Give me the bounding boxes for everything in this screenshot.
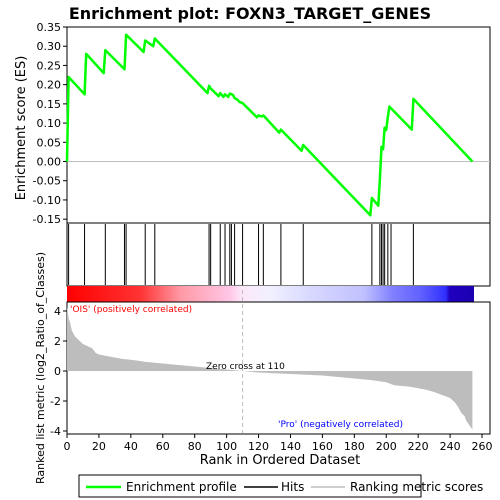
ranked-heat-bar [67, 286, 474, 302]
x-tick-label: 40 [124, 440, 138, 453]
es-panel [66, 26, 491, 224]
x-tick-label: 80 [188, 440, 202, 453]
metric-y-tick-label: -2 [50, 395, 61, 408]
metric-y-tick-label: -4 [50, 425, 61, 438]
metric-y-tick-label: 0 [54, 365, 61, 378]
es-y-tick-label: 0.10 [37, 117, 62, 130]
es-y-tick-label: 0.05 [37, 136, 62, 149]
es-y-tick-label: 0.25 [37, 59, 62, 72]
x-tick-label: 160 [312, 440, 333, 453]
es-y-tick-label: -0.05 [33, 175, 61, 188]
x-axis-label: Rank in Ordered Dataset [200, 453, 361, 468]
metric-y-tick-label: 2 [54, 335, 61, 348]
es-y-tick-label: 0.00 [37, 156, 62, 169]
x-tick-label: 120 [248, 440, 269, 453]
x-tick-label: 60 [156, 440, 170, 453]
x-tick-label: 240 [440, 440, 461, 453]
x-tick-label: 180 [344, 440, 365, 453]
metric-y-tick-label: 4 [54, 305, 61, 318]
metric-x-ticks: 0 20 40 60 80 100 120 140 160 180 200 220 240 260 [64, 434, 493, 453]
es-y-tick-label: 0.35 [37, 21, 62, 34]
legend-enrichment-profile-label: Enrichment profile [126, 480, 237, 494]
x-tick-label: 140 [280, 440, 301, 453]
es-y-tick-label: 0.15 [37, 98, 62, 111]
es-y-tick-label: 0.20 [37, 79, 62, 92]
negative-correlation-label: 'Pro' (negatively correlated) [278, 420, 403, 430]
x-tick-label: 20 [92, 440, 106, 453]
positive-correlation-label: 'OIS' (positively correlated) [70, 305, 192, 315]
es-y-tick-label: -0.15 [33, 213, 61, 226]
enrichment-profile-line [65, 33, 474, 217]
chart-title: Enrichment plot: FOXN3_TARGET_GENES [69, 4, 431, 23]
ranking-metric-bars [67, 306, 473, 430]
metric-y-axis-label: Ranked list metric (log2_Ratio_of_Classe… [34, 252, 47, 484]
es-y-axis-label: Enrichment score (ES) [14, 56, 29, 201]
es-y-tick-label: -0.10 [33, 194, 61, 207]
x-tick-label: 200 [376, 440, 397, 453]
x-tick-label: 220 [408, 440, 429, 453]
es-y-tick-label: 0.30 [37, 40, 62, 53]
metric-y-ticks: 4 2 0 -2 -4 [50, 305, 67, 438]
es-y-ticks: 0.35 0.30 0.25 0.20 0.15 0.10 0.05 0.00 -0.05 -0.… [33, 21, 67, 226]
hits-ticks [68, 224, 414, 285]
zero-cross-label: Zero cross at 110 [206, 362, 285, 372]
x-tick-label: 260 [472, 440, 493, 453]
legend-box [78, 474, 422, 498]
ranking-metric-area [67, 306, 473, 430]
legend-ranking-metric-label: Ranking metric scores [350, 480, 483, 494]
hits-panel [66, 222, 491, 287]
x-tick-label: 0 [64, 440, 71, 453]
legend-hits-label: Hits [281, 480, 304, 494]
x-tick-label: 100 [216, 440, 237, 453]
